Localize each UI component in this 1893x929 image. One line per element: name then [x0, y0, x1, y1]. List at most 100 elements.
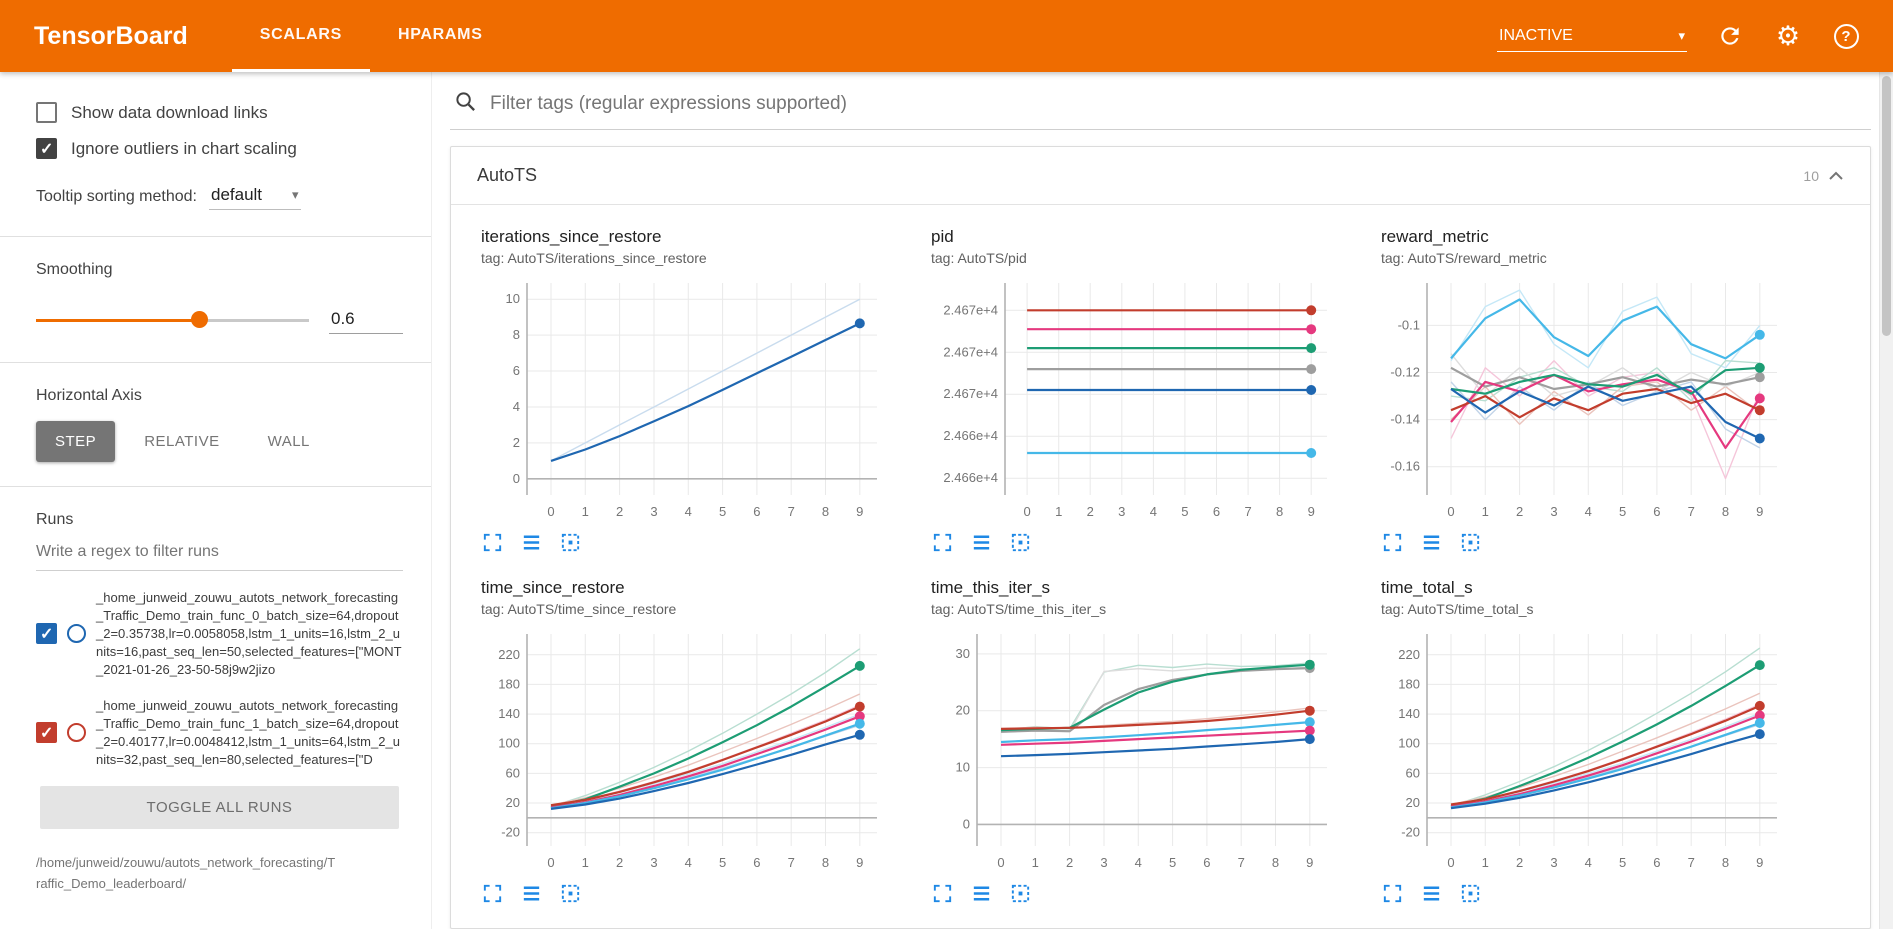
svg-text:-0.16: -0.16 — [1390, 459, 1420, 474]
chevron-down-icon: ▾ — [1678, 27, 1685, 43]
svg-text:-20: -20 — [1401, 825, 1420, 840]
reload-status-dropdown[interactable]: INACTIVE ▾ — [1497, 21, 1687, 52]
line-chart[interactable]: 10 8 6 4 2 0 0 1 2 3 4 5 6 7 8 9 — [481, 273, 885, 525]
chart-time-this-iter-s: time_this_iter_s tag: AutoTS/time_this_i… — [931, 578, 1335, 905]
fit-domain-button[interactable] — [1009, 530, 1033, 554]
axis-relative-button[interactable]: RELATIVE — [125, 421, 238, 462]
svg-text:1: 1 — [1032, 855, 1039, 870]
svg-text:8: 8 — [822, 855, 829, 870]
ignore-outliers-checkbox[interactable] — [36, 138, 57, 159]
scrollbar[interactable] — [1879, 72, 1893, 929]
run-label: _home_junweid_zouwu_autots_network_forec… — [96, 590, 402, 677]
svg-text:2.467e+4: 2.467e+4 — [943, 344, 998, 359]
expand-chart-button[interactable] — [931, 530, 955, 554]
svg-text:1: 1 — [582, 855, 589, 870]
runs-filter-input[interactable] — [36, 537, 403, 571]
svg-text:7: 7 — [1244, 504, 1251, 519]
toggle-all-runs-button[interactable]: TOGGLE ALL RUNS — [40, 786, 399, 830]
chevron-up-icon[interactable] — [1828, 168, 1844, 184]
fit-domain-button[interactable] — [1459, 881, 1483, 905]
chart-options-button[interactable] — [970, 881, 994, 905]
chart-options-button[interactable] — [520, 530, 544, 554]
scrollbar-thumb[interactable] — [1882, 76, 1891, 336]
svg-text:60: 60 — [1406, 765, 1420, 780]
ignore-outliers-row[interactable]: Ignore outliers in chart scaling — [36, 138, 403, 159]
svg-text:9: 9 — [1308, 504, 1315, 519]
svg-text:20: 20 — [506, 795, 520, 810]
run-radio[interactable] — [67, 624, 86, 644]
run-checkbox[interactable] — [36, 722, 57, 744]
svg-text:-0.1: -0.1 — [1398, 317, 1420, 332]
tab-hparams[interactable]: HPARAMS — [397, 25, 483, 43]
svg-text:4: 4 — [1135, 855, 1142, 870]
svg-text:60: 60 — [506, 765, 520, 780]
chart-tag: tag: AutoTS/time_total_s — [1381, 601, 1534, 617]
svg-text:140: 140 — [1398, 706, 1420, 721]
show-download-links-row[interactable]: Show data download links — [36, 102, 403, 123]
chart-tag: tag: AutoTS/pid — [931, 250, 1027, 266]
smoothing-slider[interactable] — [36, 308, 309, 332]
tag-group-header[interactable]: AutoTS 10 — [451, 147, 1870, 205]
chart-title: time_since_restore — [481, 578, 625, 597]
chart-iterations-since-restore: iterations_since_restore tag: AutoTS/ite… — [481, 227, 885, 554]
tooltip-sorting-dropdown[interactable]: default ▾ — [208, 183, 301, 210]
slider-knob[interactable] — [190, 310, 208, 328]
svg-text:0: 0 — [997, 855, 1004, 870]
svg-text:8: 8 — [822, 504, 829, 519]
tag-filter-input[interactable] — [490, 93, 1867, 115]
svg-text:6: 6 — [513, 363, 520, 378]
help-icon[interactable]: ? — [1831, 21, 1861, 51]
line-chart[interactable]: 220 180 140 100 60 20 -20 0 1 2 3 4 5 6 7 8 9 — [481, 624, 885, 876]
header-controls: INACTIVE ▾ ⚙ ? — [1497, 0, 1893, 72]
chart-options-button[interactable] — [1420, 530, 1444, 554]
svg-text:3: 3 — [650, 855, 657, 870]
chart-options-button[interactable] — [1420, 881, 1444, 905]
svg-text:8: 8 — [1272, 855, 1279, 870]
line-chart[interactable]: 2.467e+4 2.467e+4 2.467e+4 2.466e+4 2.466e+4… — [931, 273, 1335, 525]
expand-chart-button[interactable] — [481, 530, 505, 554]
chart-options-button[interactable] — [520, 881, 544, 905]
show-download-links-checkbox[interactable] — [36, 102, 57, 123]
chart-reward-metric: reward_metric tag: AutoTS/reward_metric … — [1381, 227, 1785, 554]
chart-time-since-restore: time_since_restore tag: AutoTS/time_sinc… — [481, 578, 885, 905]
refresh-icon[interactable] — [1715, 21, 1745, 51]
slider-fill — [36, 318, 200, 322]
expand-chart-button[interactable] — [1381, 530, 1405, 554]
run-checkbox[interactable] — [36, 623, 57, 645]
chart-tag: tag: AutoTS/iterations_since_restore — [481, 250, 707, 266]
run-radio[interactable] — [67, 723, 86, 743]
line-chart[interactable]: -0.1 -0.12 -0.14 -0.16 0 1 2 3 4 5 6 7 8 9 — [1381, 273, 1785, 525]
expand-chart-button[interactable] — [931, 881, 955, 905]
svg-text:10: 10 — [956, 760, 970, 775]
svg-text:4: 4 — [1150, 504, 1157, 519]
svg-text:4: 4 — [1585, 855, 1592, 870]
line-chart[interactable]: 30 20 10 0 0 1 2 3 4 5 6 7 8 9 — [931, 624, 1335, 876]
settings-gear-icon[interactable]: ⚙ — [1775, 20, 1801, 51]
axis-step-button[interactable]: STEP — [36, 421, 116, 462]
svg-text:20: 20 — [1406, 795, 1420, 810]
fit-domain-button[interactable] — [1009, 881, 1033, 905]
run-item[interactable]: _home_junweid_zouwu_autots_network_forec… — [36, 589, 403, 679]
fit-domain-button[interactable] — [1459, 530, 1483, 554]
settings-sidebar: Show data download links Ignore outliers… — [0, 72, 432, 929]
chart-title: pid — [931, 227, 954, 246]
tab-scalars[interactable]: SCALARS — [231, 0, 370, 72]
log-directory-path: /home/junweid/zouwu/autots_network_forec… — [36, 855, 336, 891]
svg-text:4: 4 — [513, 399, 520, 414]
line-chart[interactable]: 220 180 140 100 60 20 -20 0 1 2 3 4 5 6 7 8 9 — [1381, 624, 1785, 876]
fit-domain-button[interactable] — [559, 881, 583, 905]
svg-text:9: 9 — [1756, 855, 1763, 870]
svg-text:8: 8 — [1722, 504, 1729, 519]
expand-chart-button[interactable] — [1381, 881, 1405, 905]
svg-text:9: 9 — [1306, 855, 1313, 870]
reload-status-label: INACTIVE — [1499, 26, 1573, 44]
svg-text:6: 6 — [753, 855, 760, 870]
axis-wall-button[interactable]: WALL — [249, 421, 329, 462]
fit-domain-button[interactable] — [559, 530, 583, 554]
smoothing-value-input[interactable] — [329, 305, 403, 334]
svg-text:2.466e+4: 2.466e+4 — [943, 470, 998, 485]
chart-options-button[interactable] — [970, 530, 994, 554]
run-item[interactable]: _home_junweid_zouwu_autots_network_forec… — [36, 697, 403, 769]
divider — [0, 236, 431, 237]
expand-chart-button[interactable] — [481, 881, 505, 905]
